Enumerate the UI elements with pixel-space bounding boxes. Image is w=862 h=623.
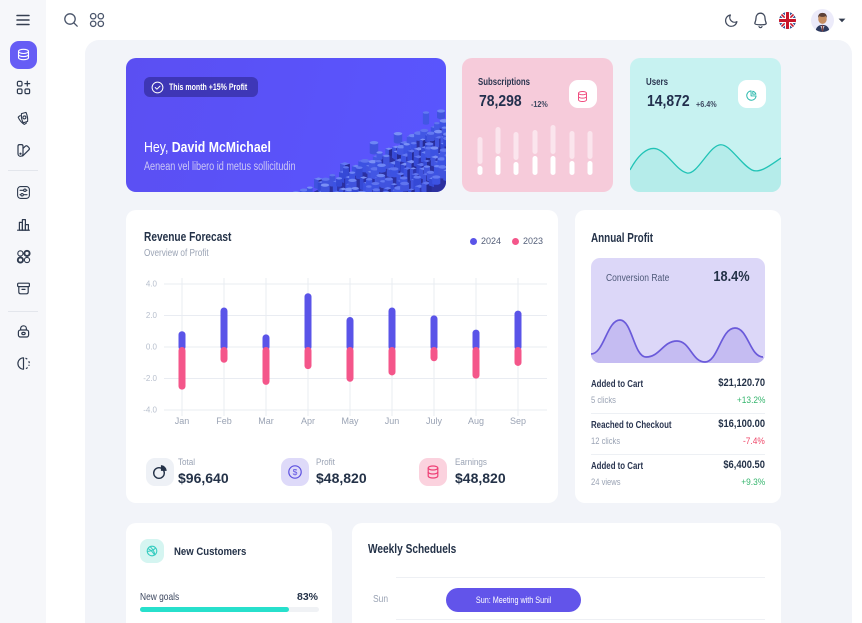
svg-text:2.0: 2.0 (146, 311, 158, 320)
svg-text:4.0: 4.0 (146, 280, 158, 289)
svg-text:-4.0: -4.0 (143, 406, 157, 415)
svg-text:$: $ (293, 467, 298, 477)
svg-text:0.0: 0.0 (146, 343, 158, 352)
svg-text:-2.0: -2.0 (143, 374, 157, 383)
